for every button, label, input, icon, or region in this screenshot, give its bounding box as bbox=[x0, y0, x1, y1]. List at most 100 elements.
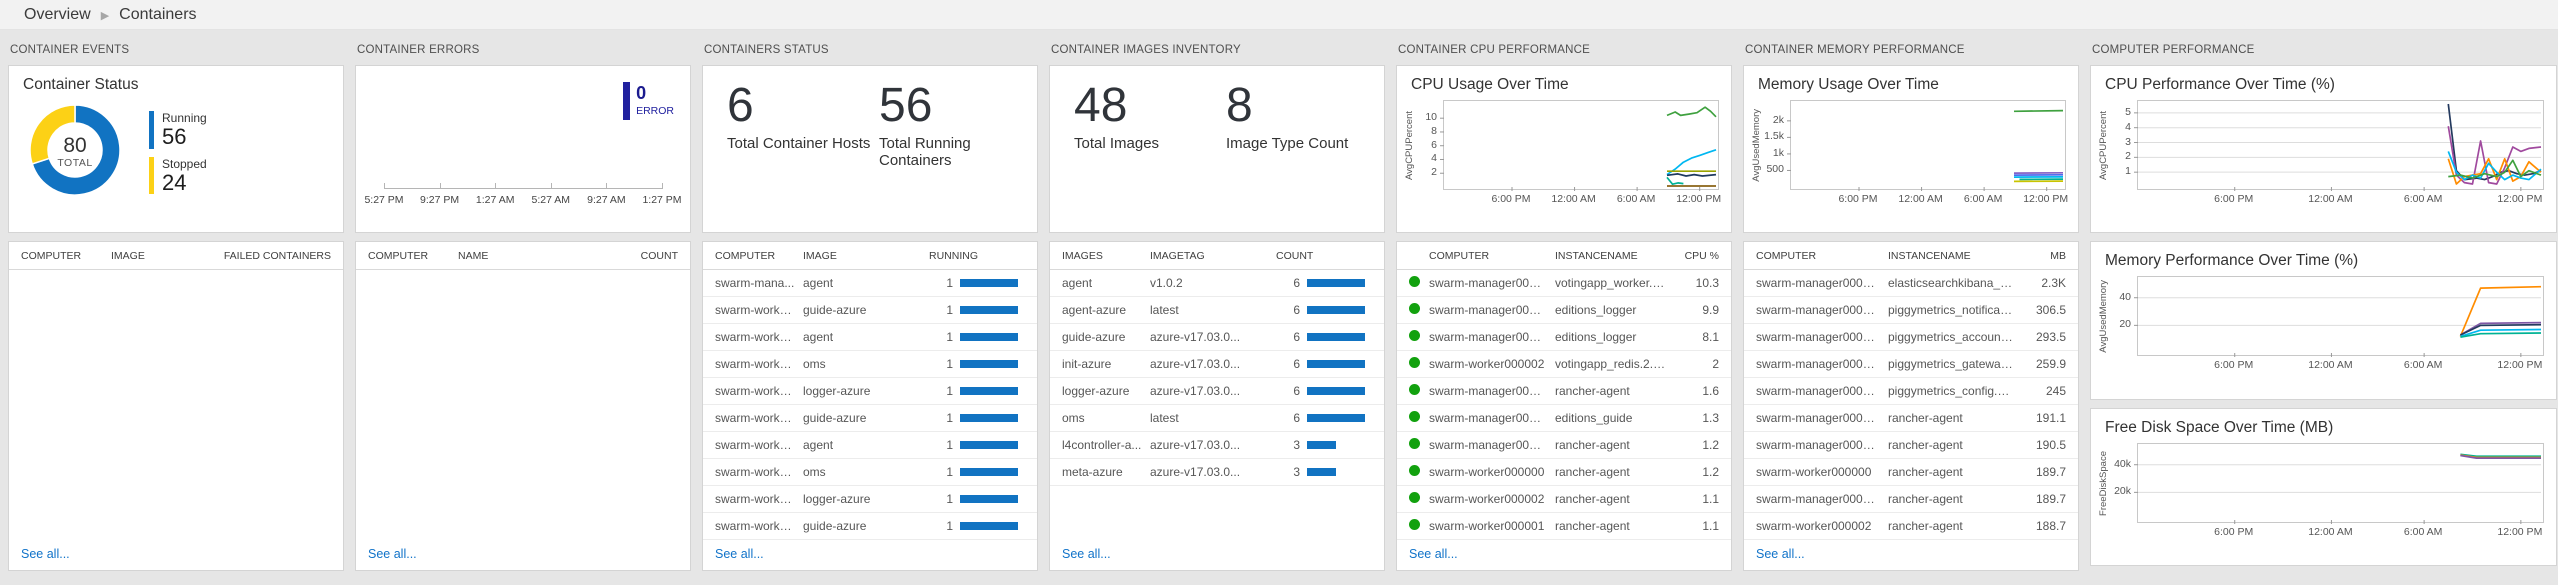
see-all-link[interactable]: See all... bbox=[21, 547, 70, 561]
tile-containers-status-stats[interactable]: 6 Total Container Hosts 56 Total Running… bbox=[702, 65, 1038, 233]
table-row[interactable]: logger-azure azure-v17.03.0... 6 bbox=[1050, 378, 1384, 405]
column-header: RUNNING bbox=[929, 249, 978, 262]
table-row[interactable]: swarm-manager000002 piggymetrics_config.1… bbox=[1744, 378, 2078, 405]
table-row[interactable]: guide-azure azure-v17.03.0... 6 bbox=[1050, 324, 1384, 351]
table-row[interactable]: l4controller-a... azure-v17.03.0... 3 bbox=[1050, 432, 1384, 459]
table-row[interactable]: swarm-mana... agent 1 bbox=[703, 270, 1037, 297]
value-bar-cell: 6 bbox=[1276, 384, 1372, 398]
table-row[interactable]: swarm-worke... oms 1 bbox=[703, 351, 1037, 378]
table-row[interactable]: swarm-manager000000 piggymetrics_notifica… bbox=[1744, 297, 2078, 324]
table-cell: swarm-worker000002 bbox=[1756, 519, 1872, 533]
value-bar bbox=[1307, 306, 1365, 314]
table-row[interactable]: swarm-manager000001 piggymetrics_gateway.… bbox=[1744, 351, 2078, 378]
cpu-percent-table: COMPUTER INSTANCENAME CPU % swarm-manager00… bbox=[1397, 242, 1731, 540]
breadcrumb-item-overview[interactable]: Overview bbox=[24, 5, 91, 23]
value-bar bbox=[960, 387, 1018, 395]
computer-cpu-line-chart: AvgCPUPercent 5 4 3 2 1 6:00 PM 12:00 AM 6:00 AM… bbox=[2097, 100, 2544, 206]
chart-title: CPU Usage Over Time bbox=[1411, 76, 1569, 93]
tile-error-timeline[interactable]: 0 ERROR 5:27 PM 9:27 PM 1:27 AM 5:27 AM 9:27… bbox=[355, 65, 691, 233]
table-row[interactable]: swarm-manager000002 rancher-agent 190.5 bbox=[1744, 432, 2078, 459]
failed-containers-table: COMPUTER IMAGE FAILED CONTAINERS bbox=[9, 242, 343, 540]
value-bar-cell: 6 bbox=[1276, 411, 1372, 425]
line-chart-svg bbox=[2134, 103, 2542, 191]
table-row[interactable]: swarm-worke... logger-azure 1 bbox=[703, 378, 1037, 405]
table-row[interactable]: swarm-worke... guide-azure 1 bbox=[703, 513, 1037, 540]
table-cell: rancher-agent bbox=[1555, 465, 1630, 479]
table-cell: swarm-worke... bbox=[715, 330, 797, 344]
table-row[interactable]: swarm-worke... logger-azure 1 bbox=[703, 486, 1037, 513]
memory-mb-table: COMPUTER INSTANCENAME MB swarm-manager00000… bbox=[1744, 242, 2078, 540]
table-row[interactable]: swarm-worke... guide-azure 1 bbox=[703, 405, 1037, 432]
see-all-link[interactable]: See all... bbox=[1062, 547, 1111, 561]
table-cell: guide-azure bbox=[803, 411, 867, 425]
axis-tick-label: 6:00 PM bbox=[2214, 193, 2254, 205]
table-cell: guide-azure bbox=[1062, 330, 1126, 344]
table-cell: swarm-manager000000 bbox=[1756, 303, 1883, 317]
column-header: FAILED CONTAINERS bbox=[223, 249, 331, 262]
table-row[interactable]: swarm-worke... oms 1 bbox=[703, 459, 1037, 486]
table-row[interactable]: swarm-worker000002 rancher-agent 188.7 bbox=[1744, 513, 2078, 540]
table-row[interactable]: swarm-manager0000... rancher-agent 1.2 bbox=[1397, 432, 1731, 459]
axis-tick-label: 6:00 AM bbox=[1963, 193, 2003, 205]
tile-computer-cpu-chart[interactable]: CPU Performance Over Time (%) AvgCPUPerc… bbox=[2090, 65, 2557, 233]
table-cell: swarm-worker000000 bbox=[1429, 465, 1545, 479]
table-row[interactable]: swarm-manager000000 elasticsearchkibana_e… bbox=[1744, 270, 2078, 297]
see-all-link[interactable]: See all... bbox=[368, 547, 417, 561]
table-row[interactable]: swarm-worker000000 rancher-agent 1.2 bbox=[1397, 459, 1731, 486]
table-row[interactable]: swarm-worker000000 rancher-agent 189.7 bbox=[1744, 459, 2078, 486]
tile-container-status[interactable]: Container Status 80 TOTAL Running 56 Stoppe… bbox=[8, 65, 344, 233]
table-cell: logger-azure bbox=[803, 492, 871, 506]
table-row[interactable]: swarm-worke... agent 1 bbox=[703, 432, 1037, 459]
table-row[interactable]: swarm-worke... guide-azure 1 bbox=[703, 297, 1037, 324]
status-ok-icon bbox=[1409, 519, 1420, 530]
table-row[interactable]: swarm-manager000000 rancher-agent 189.7 bbox=[1744, 486, 2078, 513]
see-all-link[interactable]: See all... bbox=[715, 547, 764, 561]
table-row[interactable]: swarm-manager0000... editions_logger 9.9 bbox=[1397, 297, 1731, 324]
table-row[interactable]: swarm-manager000000 piggymetrics_account-… bbox=[1744, 324, 2078, 351]
axis-tick-label: 1:27 PM bbox=[642, 194, 682, 206]
table-row[interactable]: swarm-manager0000... editions_logger 8.1 bbox=[1397, 324, 1731, 351]
table-row[interactable]: swarm-manager0000... editions_guide 1.3 bbox=[1397, 405, 1731, 432]
table-row[interactable]: swarm-worker000001 rancher-agent 1.1 bbox=[1397, 513, 1731, 540]
tile-images-stats[interactable]: 48 Total Images 8 Image Type Count bbox=[1049, 65, 1385, 233]
tile-memory-usage-chart[interactable]: Memory Usage Over Time AvgUsedMemory 2k 1.… bbox=[1743, 65, 2079, 233]
axis-tick-label: 5:27 PM bbox=[364, 194, 404, 206]
axis-tick-label: 6:00 AM bbox=[1616, 193, 1656, 205]
breadcrumb: Overview ▶ Containers bbox=[0, 0, 2558, 30]
table-cell: swarm-worke... bbox=[715, 492, 797, 506]
error-label: ERROR bbox=[636, 105, 674, 117]
table-row[interactable]: init-azure azure-v17.03.0... 6 bbox=[1050, 351, 1384, 378]
value-bar-cell: 1 bbox=[929, 438, 1025, 452]
table-cell: 245 bbox=[2045, 384, 2066, 398]
column-header: MB bbox=[2050, 249, 2066, 262]
table-cell: swarm-manager000000 bbox=[1756, 492, 1883, 506]
table-row[interactable]: swarm-manager0000... votingapp_worker.1.8… bbox=[1397, 270, 1731, 297]
table-row[interactable]: agent v1.0.2 6 bbox=[1050, 270, 1384, 297]
legend-item: Stopped 24 bbox=[149, 156, 207, 194]
table-row[interactable]: oms latest 6 bbox=[1050, 405, 1384, 432]
table-row[interactable]: swarm-worker000002 votingapp_redis.2.w5..… bbox=[1397, 351, 1731, 378]
value-bar bbox=[1307, 414, 1365, 422]
column-header: COMPUTER bbox=[1756, 249, 1817, 262]
see-all-link[interactable]: See all... bbox=[1409, 547, 1458, 561]
table-row[interactable]: agent-azure latest 6 bbox=[1050, 297, 1384, 324]
tile-free-disk-chart[interactable]: Free Disk Space Over Time (MB) FreeDiskS… bbox=[2090, 408, 2557, 566]
see-all-link[interactable]: See all... bbox=[1756, 547, 1805, 561]
panel-containers-status: CONTAINERS STATUS 6 Total Container Host… bbox=[702, 30, 1038, 571]
line-chart-svg bbox=[2134, 453, 2541, 524]
table-cell: editions_logger bbox=[1555, 330, 1637, 344]
table-row[interactable]: swarm-worker000002 rancher-agent 1.1 bbox=[1397, 486, 1731, 513]
table-cell: 2 bbox=[1712, 357, 1719, 371]
table-row[interactable]: swarm-manager0000... rancher-agent 1.6 bbox=[1397, 378, 1731, 405]
table-row[interactable]: meta-azure azure-v17.03.0... 3 bbox=[1050, 459, 1384, 486]
line-chart-svg bbox=[2134, 285, 2542, 357]
table-row[interactable]: swarm-manager000001 rancher-agent 191.1 bbox=[1744, 405, 2078, 432]
axis-tick-label: 12:00 AM bbox=[2308, 526, 2353, 538]
table-row[interactable]: swarm-worke... agent 1 bbox=[703, 324, 1037, 351]
tile-computer-memory-chart[interactable]: Memory Performance Over Time (%) AvgUsed… bbox=[2090, 241, 2557, 400]
tile-cpu-table: COMPUTER INSTANCENAME CPU % swarm-manager00… bbox=[1396, 241, 1732, 571]
status-ok-icon bbox=[1409, 438, 1420, 449]
legend-swatch bbox=[149, 156, 154, 194]
table-cell: guide-azure bbox=[803, 519, 867, 533]
tile-cpu-usage-chart[interactable]: CPU Usage Over Time AvgCPUPercent 10 8 6 4 2 6… bbox=[1396, 65, 1732, 233]
